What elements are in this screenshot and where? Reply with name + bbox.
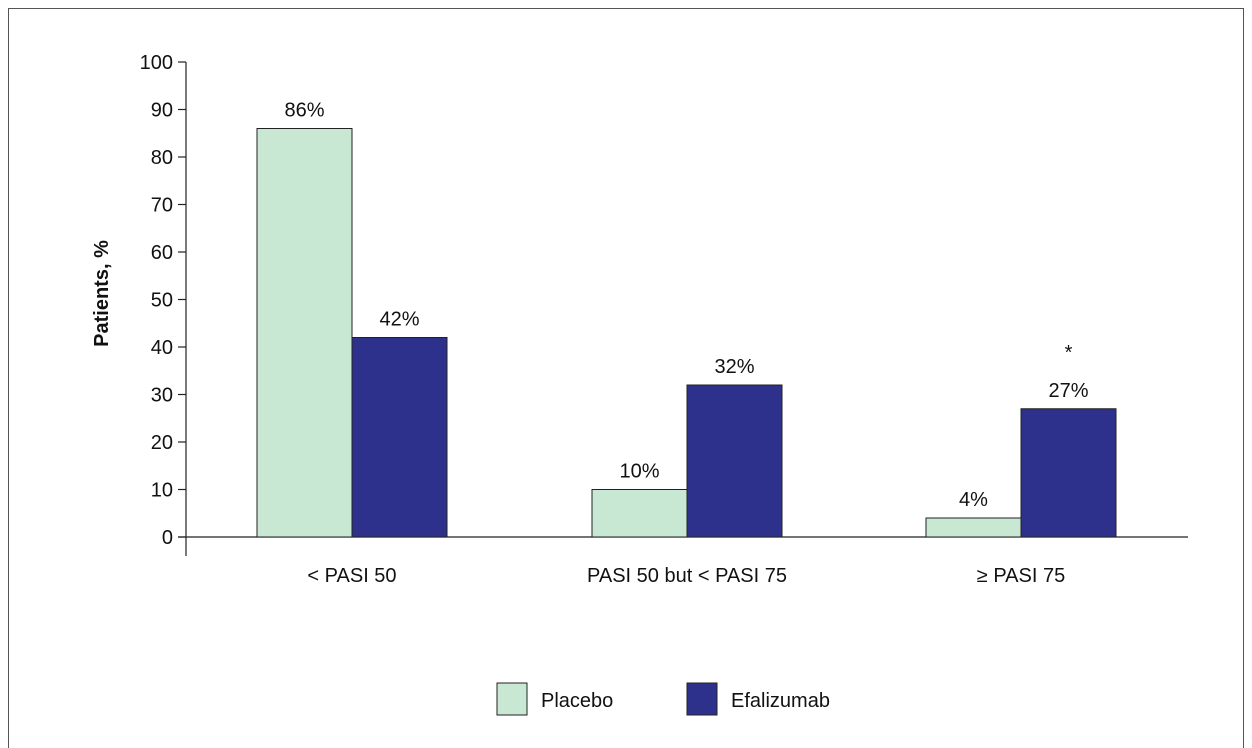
y-tick-label: 40 — [151, 337, 173, 359]
data-label: 27% — [1048, 380, 1088, 402]
x-category-label: ≥ PASI 75 — [977, 565, 1065, 587]
x-category-label: PASI 50 but < PASI 75 — [587, 565, 787, 587]
significance-asterisk: * — [1065, 342, 1073, 364]
chart-legend: Placebo Efalizumab — [496, 682, 830, 716]
y-axis-title: Patients, % — [91, 240, 113, 347]
y-tick-label: 80 — [151, 147, 173, 169]
y-tick-label: 10 — [151, 480, 173, 502]
bar-placebo-0 — [256, 128, 353, 538]
bar-efalizumab-0 — [351, 337, 448, 538]
y-tick-label: 90 — [151, 100, 173, 122]
x-category-label: < PASI 50 — [307, 565, 396, 587]
y-tick-label: 70 — [151, 195, 173, 217]
bar-placebo-1 — [591, 489, 688, 538]
data-label: 86% — [284, 100, 324, 122]
bar-efalizumab-1 — [686, 384, 783, 538]
y-tick-label: 20 — [151, 432, 173, 454]
chart-bars — [256, 128, 1117, 538]
bar-efalizumab-2 — [1020, 408, 1117, 538]
bar-placebo-2 — [925, 517, 1022, 538]
data-label: 4% — [959, 489, 988, 511]
legend-label-placebo: Placebo — [541, 690, 613, 712]
y-tick-label: 50 — [151, 290, 173, 312]
legend-swatch-efalizumab — [686, 682, 718, 716]
y-tick-label: 100 — [140, 52, 173, 74]
chart-labels: 86% 42% < PASI 50 10% 32% PASI 50 but < PASI … — [284, 100, 1088, 588]
legend-label-efalizumab: Efalizumab — [731, 690, 830, 712]
chart-frame — [8, 8, 1244, 748]
legend-swatch-placebo — [496, 682, 528, 716]
data-label: 42% — [379, 309, 419, 331]
y-tick-label: 0 — [162, 527, 173, 549]
y-tick-label: 60 — [151, 242, 173, 264]
data-label: 32% — [714, 356, 754, 378]
y-tick-label: 30 — [151, 385, 173, 407]
data-label: 10% — [619, 461, 659, 483]
